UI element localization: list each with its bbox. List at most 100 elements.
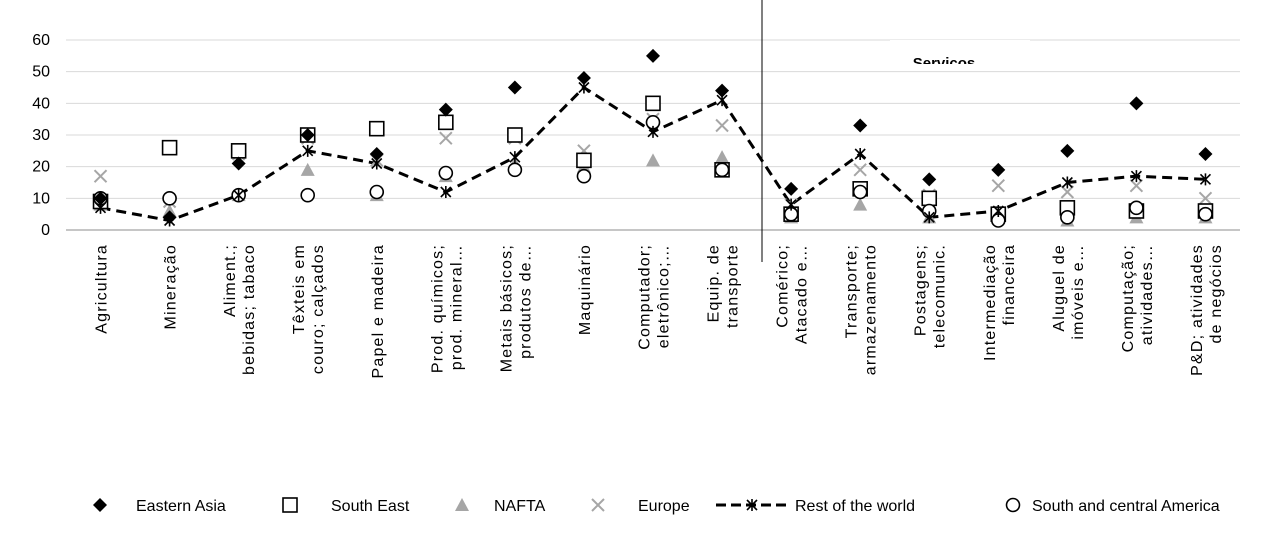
x-category-label: P&D; atividades de negócios (1189, 244, 1225, 376)
data-point (853, 197, 868, 211)
x-category-label-line: Aluguel de (1051, 244, 1068, 332)
services-section-label: Servicos (890, 40, 1030, 72)
legend-marker (591, 498, 605, 512)
x-category-label-line: Computação; (1120, 244, 1137, 352)
data-point (300, 187, 316, 203)
x-category-label-line: atividades… (1139, 244, 1156, 345)
x-category-label-line: de negócios (1208, 244, 1225, 344)
x-category-label-line: Maquinário (577, 244, 594, 335)
data-point (162, 191, 177, 206)
data-point (1129, 96, 1144, 111)
data-point (230, 143, 247, 159)
data-point (991, 162, 1006, 177)
x-category-label: Prod. químicos; prod. mineral… (429, 244, 465, 373)
data-point (922, 172, 937, 187)
data-point (438, 102, 453, 117)
data-point (1198, 147, 1213, 161)
services-label-box (890, 40, 1030, 66)
data-point (509, 151, 521, 164)
series-eastern-asia (93, 48, 1213, 225)
data-point (438, 165, 454, 181)
legend-item-south-and-central-america: South and central America (1005, 497, 1220, 515)
legend-marker (1005, 497, 1021, 513)
x-category-label: Transporte; armazenamento (844, 244, 880, 375)
data-point (93, 169, 108, 183)
services-label-text: Servicos (913, 55, 976, 72)
x-category-label-line: eletrônico;… (656, 244, 673, 348)
data-point (438, 114, 454, 131)
y-tick-label: 40 (32, 95, 50, 112)
data-point (507, 162, 523, 178)
legend-label: South East (331, 498, 410, 515)
data-point (300, 162, 315, 176)
data-point (991, 178, 1005, 193)
data-point (646, 48, 660, 63)
x-category-label-line: Prod. químicos; (429, 244, 446, 373)
x-category-label: Comérico; Atacado e… (775, 244, 811, 344)
x-category-label: Computação; atividades… (1120, 244, 1156, 352)
data-point (233, 189, 245, 202)
x-category-label-line: produtos de… (517, 244, 534, 359)
data-point (161, 139, 178, 156)
x-category-label: Maquinário (577, 244, 594, 335)
x-category-label-line: armazenamento (863, 244, 880, 375)
x-axis: Agricultura Mineração Aliment.; bebidas; ta… (94, 244, 1225, 379)
data-point (1060, 185, 1075, 199)
legend-item-rest-of-the-world: Rest of the world (716, 498, 915, 515)
data-point (921, 190, 938, 207)
x-category-label-line: P&D; atividades (1189, 244, 1206, 376)
x-category-label: Têxteis em couro; calçados (291, 244, 327, 374)
legend-marker (282, 497, 298, 513)
data-point (715, 150, 730, 164)
data-point (576, 71, 591, 85)
data-point (715, 83, 730, 98)
y-tick-label: 10 (32, 190, 50, 207)
x-category-label: Postagens; telecomunic. (913, 244, 949, 348)
x-category-label-line: Atacado e… (794, 244, 811, 344)
x-category-label-line: Computador; (637, 244, 654, 350)
data-point (784, 181, 799, 196)
legend-item-nafta: NAFTA (455, 498, 546, 515)
legend-label: NAFTA (494, 498, 546, 515)
data-point (852, 184, 868, 200)
data-point (1060, 210, 1075, 225)
x-category-label-line: imóveis e… (1070, 244, 1087, 340)
legend-item-europe: Europe (591, 498, 690, 515)
data-point (853, 118, 868, 133)
x-category-label: Mineração (163, 244, 180, 330)
data-point (369, 184, 385, 200)
x-category-label-line: Transporte; (844, 244, 861, 338)
data-point (368, 120, 385, 137)
x-category-label: Papel e madeira (370, 244, 387, 379)
data-point (1061, 176, 1073, 189)
x-category-label-line: transporte (725, 244, 742, 328)
x-category-label-line: couro; calçados (310, 244, 327, 374)
legend-item-eastern-asia: Eastern Asia (93, 498, 226, 515)
x-category-label-line: Comérico; (775, 244, 792, 328)
legend-marker (746, 499, 758, 511)
data-point (93, 191, 108, 206)
data-point (853, 163, 867, 177)
data-point (1130, 170, 1142, 183)
data-point (1199, 173, 1212, 186)
x-category-label-line: Aliment.; (222, 244, 239, 317)
legend-marker (455, 498, 469, 511)
data-point (507, 127, 523, 143)
x-category-label-line: prod. mineral… (448, 244, 465, 370)
x-category-label-line: telecomunic. (932, 244, 949, 348)
x-category-label-line: Agricultura (94, 244, 111, 334)
y-tick-label: 0 (41, 222, 50, 239)
y-tick-label: 20 (32, 159, 50, 176)
data-point (645, 95, 661, 112)
legend-marker (93, 498, 107, 512)
x-category-label-line: Intermediação (982, 244, 999, 361)
x-category-label: Metais básicos; produtos de… (498, 244, 534, 372)
data-point (992, 205, 1004, 217)
data-point (647, 125, 659, 138)
data-point (854, 148, 866, 160)
x-category-label: Aluguel de imóveis e… (1051, 244, 1087, 340)
y-tick-label: 30 (32, 127, 50, 144)
x-category-label: Aliment.; bebidas; tabaco (222, 244, 258, 375)
x-category-label: Agricultura (94, 244, 111, 334)
legend-label: Rest of the world (795, 498, 915, 515)
